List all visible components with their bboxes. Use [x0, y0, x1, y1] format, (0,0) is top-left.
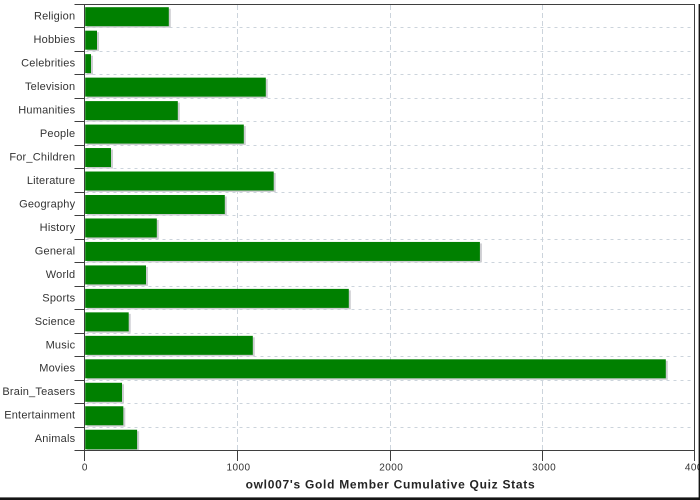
svg-text:Movies: Movies	[39, 363, 75, 375]
svg-text:General: General	[35, 245, 76, 257]
svg-text:Humanities: Humanities	[18, 105, 75, 117]
svg-text:For_Children: For_Children	[9, 151, 75, 163]
svg-text:1000: 1000	[226, 463, 250, 474]
svg-text:Science: Science	[35, 316, 76, 328]
svg-text:People: People	[40, 128, 75, 140]
svg-text:Music: Music	[46, 339, 76, 351]
svg-text:Brain_Teasers: Brain_Teasers	[2, 386, 75, 398]
svg-text:4000: 4000	[685, 463, 700, 474]
svg-text:Animals: Animals	[35, 433, 76, 445]
svg-text:Entertainment: Entertainment	[4, 410, 75, 422]
svg-text:History: History	[40, 222, 76, 234]
svg-text:Sports: Sports	[42, 292, 75, 304]
svg-text:Geography: Geography	[19, 198, 76, 210]
svg-text:Celebrities: Celebrities	[21, 58, 75, 70]
svg-text:3000: 3000	[532, 463, 556, 474]
svg-text:2000: 2000	[379, 463, 403, 474]
svg-text:World: World	[46, 269, 76, 281]
svg-text:Religion: Religion	[34, 11, 75, 23]
svg-text:0: 0	[82, 463, 88, 474]
svg-text:Television: Television	[25, 81, 75, 93]
svg-text:Literature: Literature	[27, 175, 75, 187]
svg-text:Hobbies: Hobbies	[34, 34, 76, 46]
svg-text:owl007's Gold Member Cumulativ: owl007's Gold Member Cumulative Quiz Sta…	[246, 478, 536, 492]
